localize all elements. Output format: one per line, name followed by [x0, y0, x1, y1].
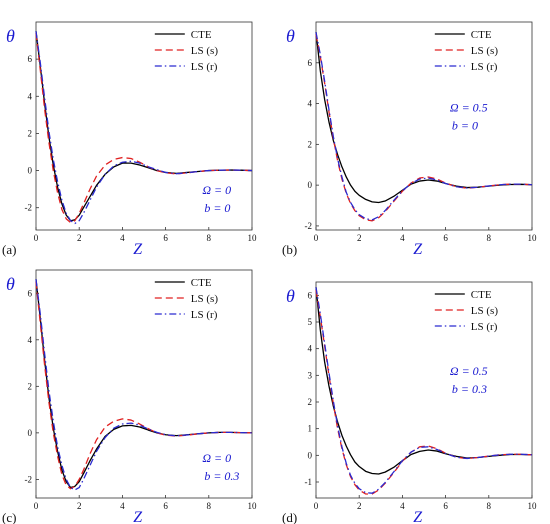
y-tick-label: 0	[308, 180, 313, 190]
x-tick-label: 10	[248, 501, 258, 511]
legend-entry: LS (r)	[471, 61, 498, 73]
y-tick-label: -2	[25, 474, 33, 484]
y-tick-label: 4	[28, 91, 33, 101]
legend-entry: LS (s)	[191, 45, 219, 57]
chart-panel: 0 2 4 6 8 10 -2 0 2 4 6 θ Z (a) CTE LS (s) LS (r) Ω = 0 b …	[2, 21, 258, 258]
parameter-annotation: b = 0.3	[204, 469, 239, 483]
legend-entry: LS (s)	[191, 293, 219, 305]
series-line	[35, 279, 253, 491]
x-tick-label: 6	[443, 501, 448, 511]
parameter-annotation: Ω = 0.5	[450, 364, 488, 378]
x-tick-label: 0	[34, 233, 39, 243]
parameter-annotation: b = 0	[204, 201, 230, 215]
y-tick-label: -1	[305, 477, 313, 487]
x-tick-label: 10	[528, 501, 538, 511]
panel-label: (d)	[282, 510, 297, 524]
plot-frame	[35, 269, 253, 499]
series-line	[315, 287, 533, 494]
parameter-annotation: Ω = 0	[202, 183, 231, 197]
y-tick-label: 5	[308, 317, 313, 327]
legend-entry: LS (r)	[191, 61, 218, 73]
x-tick-label: 8	[207, 233, 212, 243]
x-axis-label: Z	[413, 241, 423, 258]
plot-frame	[35, 21, 253, 231]
parameter-annotation: b = 0.3	[452, 382, 487, 396]
y-tick-label: 1	[308, 424, 313, 434]
legend-entry: CTE	[191, 29, 212, 41]
x-tick-label: 2	[77, 233, 82, 243]
legend-entry: LS (s)	[471, 45, 499, 57]
plot-frame	[315, 281, 533, 499]
chart-panel: 0 2 4 6 8 10 -1 0 1 2 3 4 5 6 θ Z (d) CTE LS (s) LS (r) Ω = …	[282, 281, 538, 524]
panel-label: (c)	[2, 510, 16, 524]
y-tick-label: 0	[308, 450, 313, 460]
y-tick-label: -2	[25, 203, 33, 213]
x-tick-label: 10	[528, 233, 538, 243]
x-tick-label: 2	[357, 501, 362, 511]
parameter-annotation: Ω = 0.5	[450, 100, 488, 114]
y-tick-label: 4	[308, 99, 313, 109]
x-tick-label: 10	[248, 233, 258, 243]
y-axis-label: θ	[6, 274, 15, 294]
y-axis-label: θ	[6, 26, 15, 46]
x-axis-label: Z	[133, 509, 143, 524]
x-tick-label: 8	[207, 501, 212, 511]
panel-label: (a)	[2, 242, 16, 257]
x-tick-label: 4	[120, 501, 125, 511]
y-tick-label: 6	[308, 58, 313, 68]
y-tick-label: 6	[28, 54, 33, 64]
x-tick-label: 4	[120, 233, 125, 243]
legend-entry: LS (s)	[471, 305, 499, 317]
legend-entry: CTE	[471, 289, 492, 301]
y-tick-label: 6	[308, 290, 313, 300]
legend-entry: LS (r)	[191, 309, 218, 321]
y-tick-label: 4	[308, 344, 313, 354]
x-tick-label: 2	[357, 233, 362, 243]
legend-entry: LS (r)	[471, 321, 498, 333]
x-tick-label: 4	[400, 233, 405, 243]
plot-frame	[315, 21, 533, 231]
series-line	[35, 33, 253, 224]
x-tick-label: 6	[163, 233, 168, 243]
x-tick-label: 6	[163, 501, 168, 511]
x-tick-label: 0	[314, 501, 319, 511]
chart-panel: 0 2 4 6 8 10 -2 0 2 4 6 θ Z (c) CTE LS (s) LS (r) Ω = 0 b …	[2, 269, 258, 524]
x-axis-label: Z	[133, 241, 143, 258]
y-tick-label: 2	[308, 139, 313, 149]
y-tick-label: 4	[28, 335, 33, 345]
series-line	[315, 32, 533, 204]
x-tick-label: 0	[34, 501, 39, 511]
parameter-annotation: Ω = 0	[202, 451, 231, 465]
y-tick-label: 3	[308, 370, 313, 380]
x-tick-label: 8	[487, 501, 492, 511]
series-line	[35, 281, 253, 490]
x-tick-label: 2	[77, 501, 82, 511]
parameter-annotation: b = 0	[452, 118, 478, 132]
x-tick-label: 8	[487, 233, 492, 243]
y-axis-label: θ	[286, 26, 295, 46]
x-axis-label: Z	[413, 509, 423, 524]
x-tick-label: 6	[443, 233, 448, 243]
panel-label: (b)	[282, 242, 297, 257]
series-line	[315, 32, 533, 221]
x-tick-label: 0	[314, 233, 319, 243]
y-tick-label: 0	[28, 428, 33, 438]
series-line	[315, 34, 533, 222]
legend-entry: CTE	[471, 29, 492, 41]
y-tick-label: -2	[305, 221, 313, 231]
series-line	[35, 31, 253, 225]
y-tick-label: 2	[28, 128, 33, 138]
series-line	[315, 289, 533, 495]
y-axis-label: θ	[286, 286, 295, 306]
y-tick-label: 2	[28, 381, 33, 391]
y-tick-label: 2	[308, 397, 313, 407]
legend-entry: CTE	[191, 277, 212, 289]
x-tick-label: 4	[400, 501, 405, 511]
y-tick-label: 6	[28, 288, 33, 298]
y-tick-label: 0	[28, 166, 33, 176]
